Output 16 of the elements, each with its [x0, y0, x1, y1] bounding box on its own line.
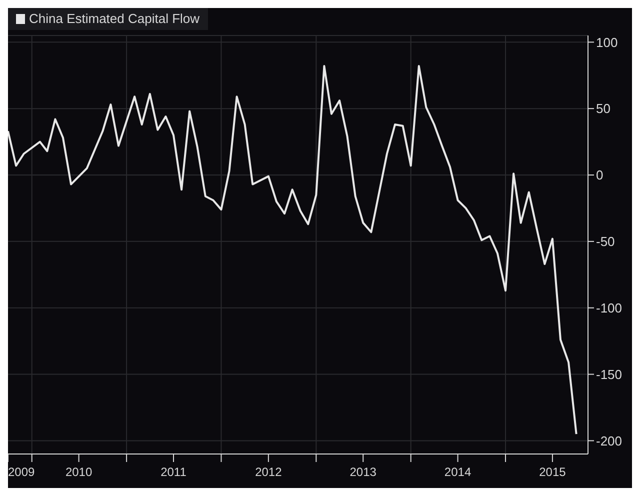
x-tick-label: 2015: [539, 465, 566, 479]
y-tick-label: 50: [596, 101, 610, 116]
y-tick-label: -50: [596, 234, 615, 250]
x-tick-label: 2011: [160, 465, 187, 479]
legend-label: China Estimated Capital Flow: [29, 11, 200, 26]
y-tick-label: 0: [596, 168, 604, 183]
line-series: [8, 65, 578, 436]
x-tick-label: 2012: [255, 465, 282, 479]
x-tick-label: 2013: [350, 465, 377, 479]
y-tick-label: -200: [596, 433, 622, 448]
y-tick-label: -100: [596, 300, 622, 316]
x-tick-label: 2010: [65, 465, 92, 479]
x-tick-label: 2014: [444, 465, 472, 479]
y-tick-label: 100: [596, 34, 618, 50]
y-tick-label: -150: [596, 366, 622, 382]
x-tick-label: 2009: [8, 465, 36, 479]
